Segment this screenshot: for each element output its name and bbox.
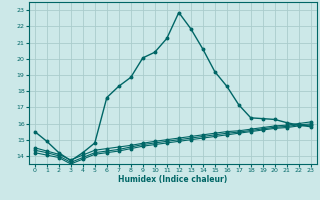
X-axis label: Humidex (Indice chaleur): Humidex (Indice chaleur) bbox=[118, 175, 228, 184]
